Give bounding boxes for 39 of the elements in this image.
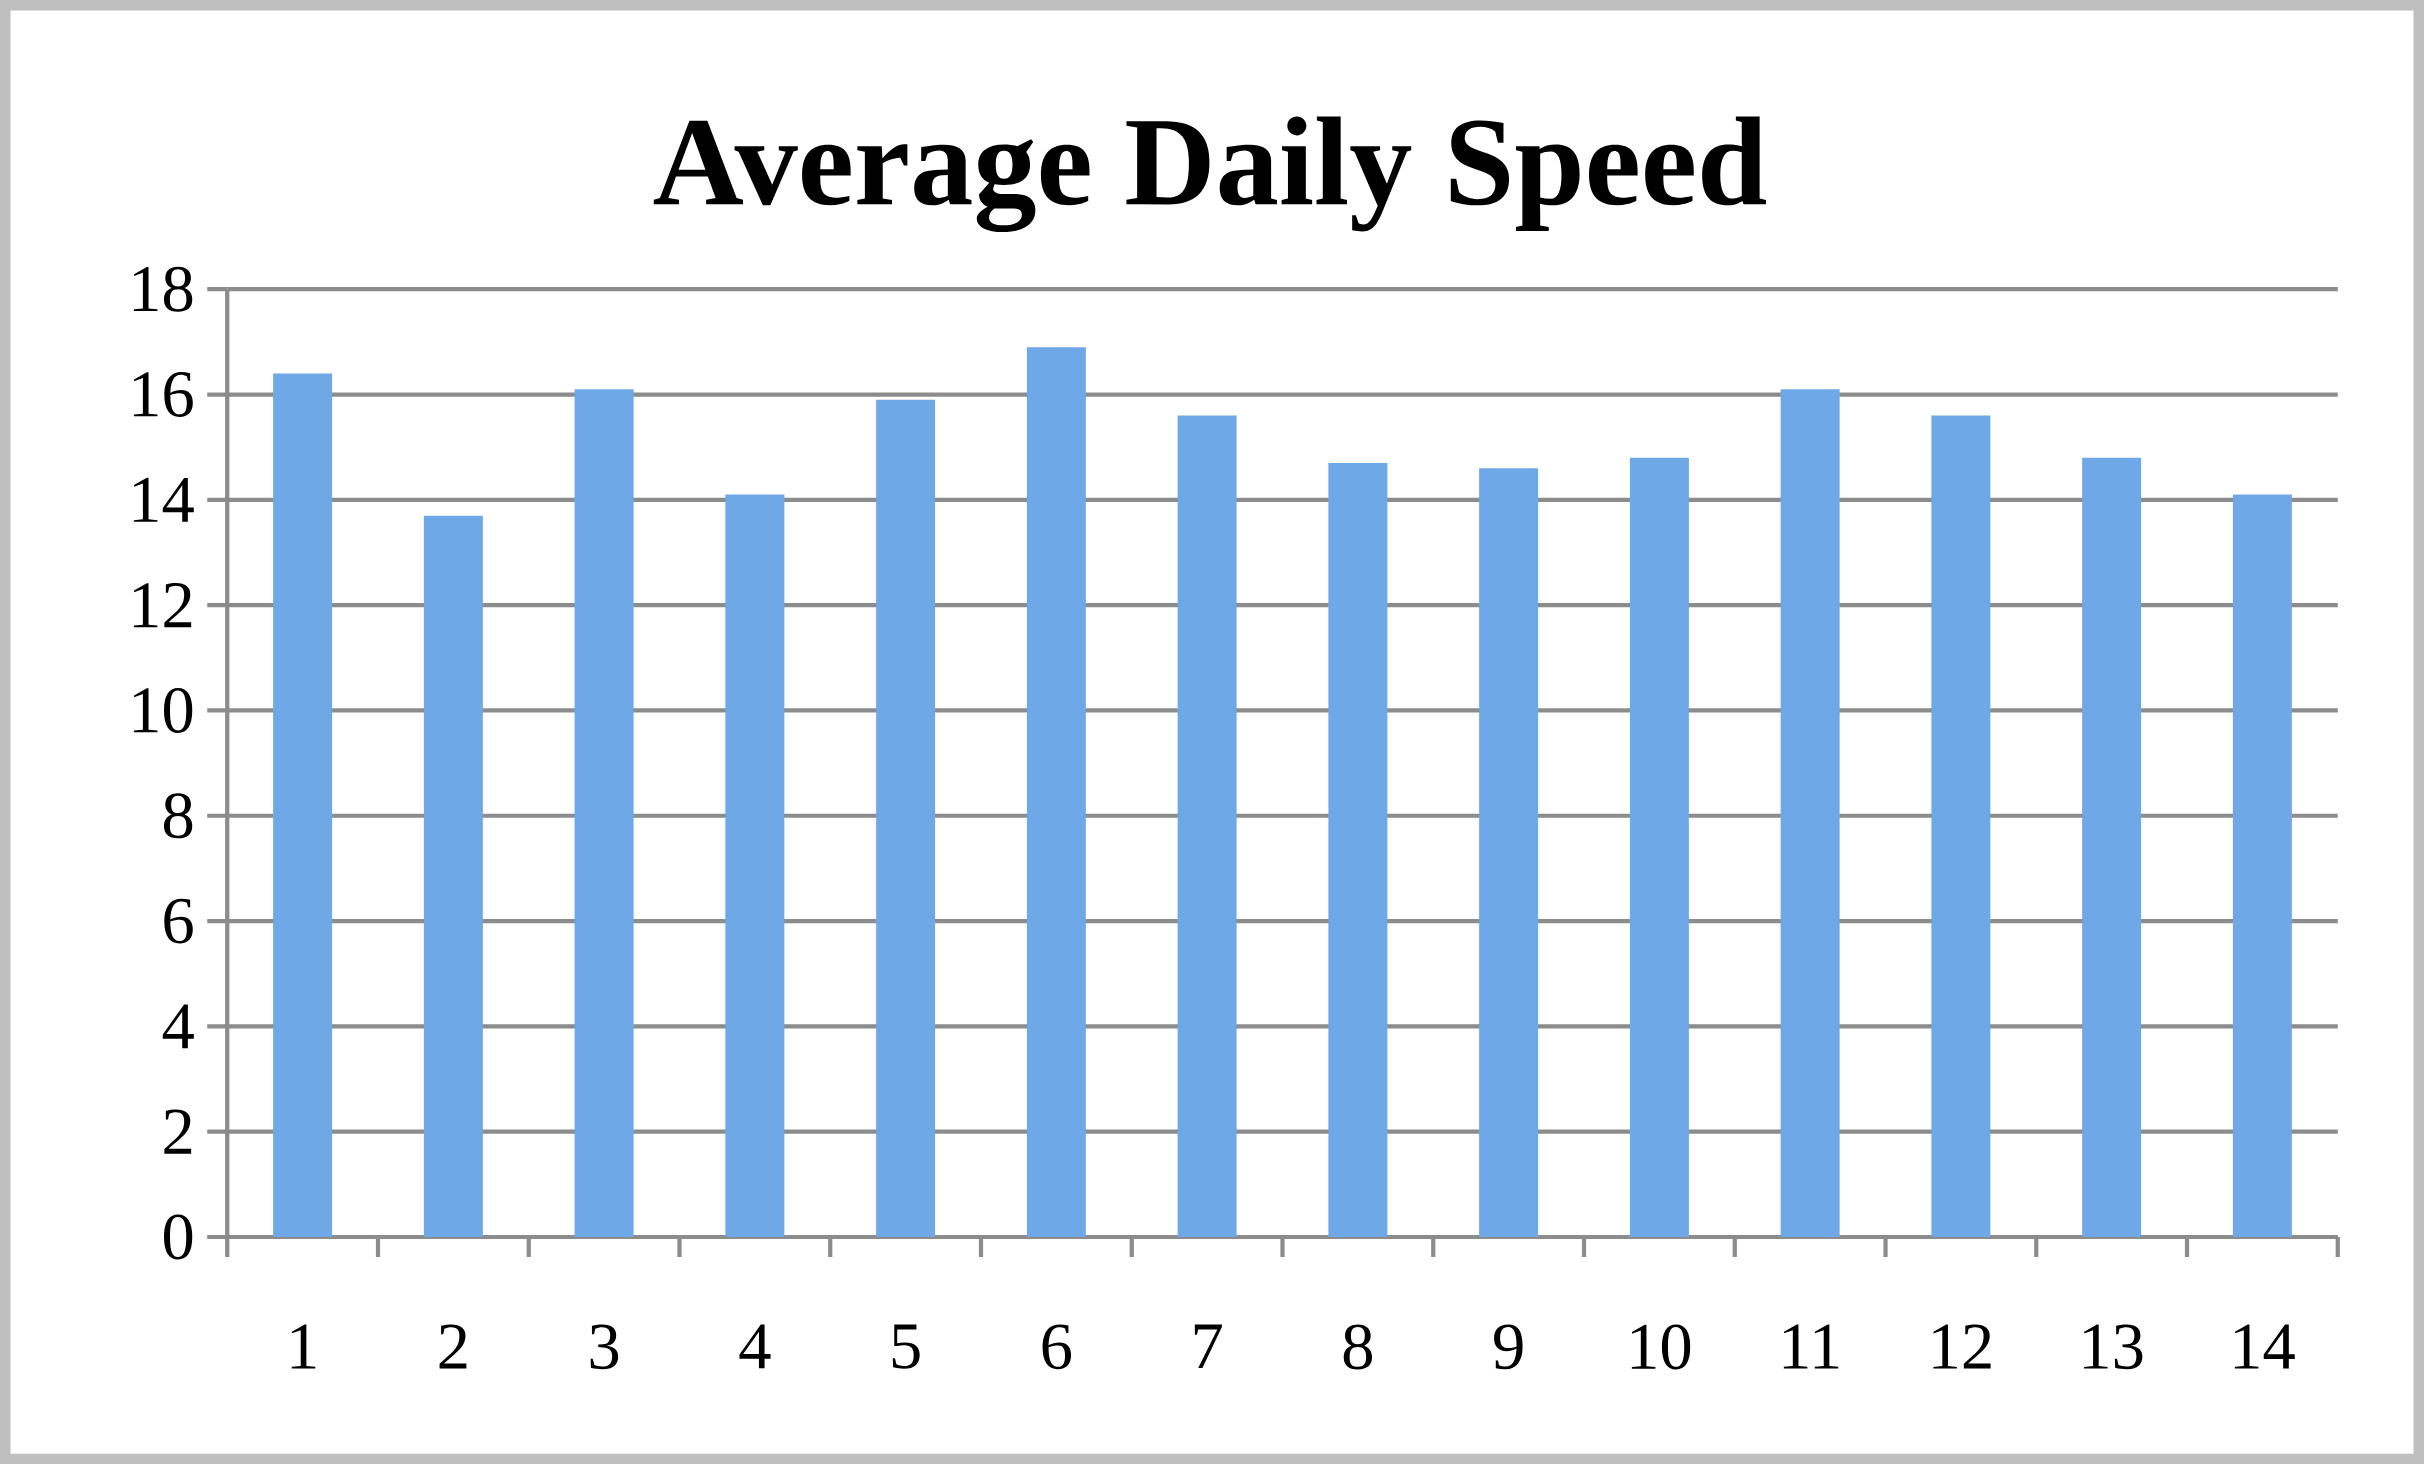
- y-tick-label: 10: [133, 687, 193, 733]
- chart-title: Average Daily Speed: [653, 116, 1766, 232]
- y-tick-label: 4: [162, 1004, 194, 1049]
- bar: [725, 494, 785, 1237]
- x-tick-label: 4: [739, 1324, 771, 1369]
- bar: [574, 389, 634, 1237]
- x-tick-label: 5: [892, 1324, 920, 1369]
- y-tick-label: 12: [133, 582, 192, 628]
- bar: [1479, 468, 1539, 1237]
- bar: [1328, 462, 1388, 1237]
- bar: [876, 399, 936, 1237]
- y-tick-label: 16: [133, 371, 193, 417]
- x-tick-label: 9: [1494, 1324, 1523, 1370]
- x-tick-label: 12: [1933, 1324, 1991, 1369]
- x-tick-label: 6: [1042, 1324, 1072, 1370]
- x-tick-label: 1: [291, 1324, 316, 1369]
- y-tick-label: 18: [133, 266, 193, 312]
- x-tick-label: 2: [439, 1324, 467, 1369]
- y-tick-label: 2: [164, 1109, 192, 1154]
- x-tick-label: 7: [1194, 1324, 1222, 1368]
- x-tick-label: 11: [1783, 1324, 1839, 1369]
- y-tick-label: 8: [163, 793, 193, 839]
- bar: [1177, 415, 1237, 1237]
- bar: [2082, 457, 2142, 1237]
- bar: [2232, 494, 2292, 1237]
- x-tick-label: 8: [1343, 1324, 1372, 1370]
- y-tick-label: 0: [163, 1214, 193, 1260]
- bar: [1780, 389, 1840, 1237]
- bar: [1931, 415, 1991, 1237]
- bar: [1026, 347, 1086, 1237]
- x-tick-label: 3: [590, 1324, 619, 1370]
- bar: [273, 373, 333, 1237]
- x-tick-label: 10: [1631, 1324, 1691, 1370]
- x-tick-label: 13: [2084, 1324, 2143, 1370]
- y-tick-label: 6: [164, 898, 193, 944]
- y-tick-label: 14: [133, 477, 194, 522]
- bar: [423, 515, 483, 1237]
- bar: [1629, 457, 1689, 1237]
- x-tick-label: 14: [2234, 1324, 2295, 1369]
